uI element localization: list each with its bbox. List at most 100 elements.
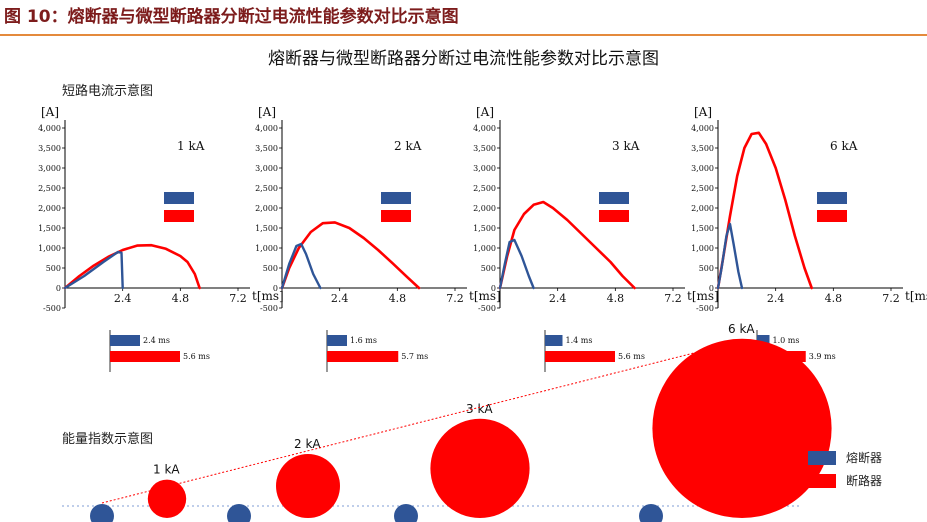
legend-swatch-fuse [381, 192, 411, 204]
y-unit-label: [A] [41, 105, 59, 119]
x-tick-label: 4.8 [172, 292, 190, 305]
breaker-duration-label: 5.7 ms [401, 352, 428, 361]
y-tick-label: 500 [46, 264, 61, 273]
y-tick-label: 2,000 [255, 204, 278, 213]
legend-swatch-fuse [599, 192, 629, 204]
y-tick-label: 1,500 [691, 224, 714, 233]
y-tick-label: 3,500 [255, 144, 278, 153]
legend-label-breaker: 断路器 [846, 473, 882, 488]
current-panel-4: -500 0 500 1,000 1,500 2,000 2,500 3,000 3,500 4,… [691, 105, 927, 372]
y-tick-label: -500 [478, 304, 496, 313]
breaker-duration-bar [327, 351, 399, 362]
bubble-current-label: 2 kA [294, 437, 321, 451]
x-tick-label: 2.4 [331, 292, 349, 305]
y-tick-label: 4,000 [691, 124, 714, 133]
bubble-current-label: 3 kA [466, 402, 493, 416]
y-tick-label: 3,000 [473, 164, 496, 173]
x-tick-label: 7.2 [664, 292, 682, 305]
legend-swatch-breaker [817, 210, 847, 222]
breaker-duration-label: 5.6 ms [618, 352, 645, 361]
breaker-duration-bar [545, 351, 615, 362]
y-tick-label: 2,000 [38, 204, 61, 213]
x-tick-label: 7.2 [229, 292, 247, 305]
fuse-duration-bar [110, 335, 140, 346]
y-tick-label: 2,500 [38, 184, 61, 193]
y-unit-label: [A] [476, 105, 494, 119]
legend-swatch-breaker-large [808, 474, 836, 488]
fuse-energy-bubble [394, 504, 418, 522]
y-tick-label: 2,000 [473, 204, 496, 213]
legend-swatch-fuse-large [808, 451, 836, 465]
x-unit-label: t[ms] [687, 289, 719, 303]
y-tick-label: 4,000 [255, 124, 278, 133]
y-tick-label: 1,000 [38, 244, 61, 253]
legend-swatch-breaker [164, 210, 194, 222]
chart-title: 熔断器与微型断路器分断过电流性能参数对比示意图 [268, 49, 659, 69]
y-tick-label: 3,500 [38, 144, 61, 153]
x-tick-label: 2.4 [114, 292, 132, 305]
fuse-duration-bar [327, 335, 347, 346]
fuse-duration-label: 1.4 ms [566, 336, 593, 345]
fuse-duration-label: 1.6 ms [350, 336, 377, 345]
current-level-label: 3 kA [612, 139, 640, 153]
fuse-duration-bar [757, 335, 770, 346]
legend-swatch-breaker [599, 210, 629, 222]
legend-label-fuse: 熔断器 [846, 450, 882, 465]
fuse-current-curve [498, 238, 535, 290]
y-tick-label: -500 [260, 304, 278, 313]
x-tick-label: 7.2 [446, 292, 464, 305]
fuse-current-curve [716, 222, 744, 290]
y-tick-label: 4,000 [473, 124, 496, 133]
breaker-current-curve [716, 131, 813, 290]
y-tick-label: 2,500 [691, 184, 714, 193]
y-tick-label: 500 [481, 264, 496, 273]
fuse-energy-bubble [227, 504, 251, 522]
y-unit-label: [A] [694, 105, 712, 119]
bubble-current-label: 6 kA [728, 322, 755, 336]
y-tick-label: 1,500 [255, 224, 278, 233]
breaker-duration-label: 5.6 ms [183, 352, 210, 361]
fuse-energy-bubble [639, 504, 663, 522]
y-tick-label: -500 [696, 304, 714, 313]
y-unit-label: [A] [258, 105, 276, 119]
y-tick-label: 500 [263, 264, 278, 273]
fuse-duration-label: 1.0 ms [773, 336, 800, 345]
y-tick-label: 1,500 [38, 224, 61, 233]
y-tick-label: 3,500 [691, 144, 714, 153]
x-tick-label: 4.8 [825, 292, 843, 305]
breaker-current-curve [280, 221, 421, 290]
y-tick-label: 0 [56, 284, 61, 293]
x-tick-label: 2.4 [767, 292, 785, 305]
x-tick-label: 4.8 [607, 292, 625, 305]
current-level-label: 6 kA [830, 139, 858, 153]
fuse-energy-bubble [90, 504, 114, 522]
current-level-label: 1 kA [177, 139, 205, 153]
x-tick-label: 2.4 [549, 292, 567, 305]
y-tick-label: 2,500 [473, 184, 496, 193]
y-tick-label: 1,000 [473, 244, 496, 253]
y-tick-label: 3,000 [38, 164, 61, 173]
y-tick-label: 0 [709, 284, 714, 293]
current-panel-3: -500 0 500 1,000 1,500 2,000 2,500 3,000 3,500 4,… [473, 105, 719, 372]
section-energy-title: 能量指数示意图 [62, 432, 154, 447]
breaker-energy-bubble [147, 479, 187, 518]
fuse-duration-bar [545, 335, 563, 346]
current-panels: -500 0 500 1,000 1,500 2,000 2,500 3,000 3,500 4,… [38, 105, 927, 372]
y-tick-label: 2,000 [691, 204, 714, 213]
x-unit-label: t[ms] [905, 289, 927, 303]
y-tick-label: 0 [273, 284, 278, 293]
bubble-current-label: 1 kA [153, 463, 180, 477]
x-unit-label: t[ms] [469, 289, 501, 303]
breaker-energy-bubble [430, 418, 530, 518]
breaker-current-curve [63, 243, 201, 290]
y-tick-label: 4,000 [38, 124, 61, 133]
figure-title: 图 10：熔断器与微型断路器分断过电流性能参数对比示意图 [4, 7, 459, 27]
fuse-current-curve [280, 242, 322, 290]
breaker-energy-bubble [276, 454, 340, 518]
section-short-circuit-title: 短路电流示意图 [62, 84, 154, 99]
legend-swatch-breaker [381, 210, 411, 222]
legend-swatch-fuse [817, 192, 847, 204]
y-tick-label: 3,000 [255, 164, 278, 173]
x-unit-label: t[ms] [252, 289, 284, 303]
